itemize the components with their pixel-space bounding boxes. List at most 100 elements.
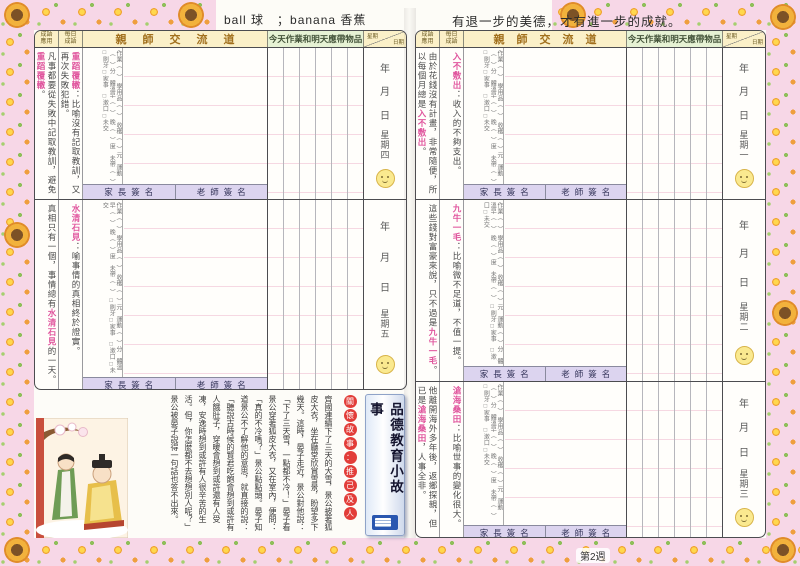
usage-text: ，人事全非。: [417, 443, 427, 500]
day-label: 日: [739, 447, 749, 459]
day-label: 日: [380, 282, 390, 294]
teacher-notes-area[interactable]: [505, 200, 626, 366]
parent-signature-label: 家長簽名: [104, 380, 159, 390]
story-title-character-badge: ：: [343, 451, 357, 464]
page-binding: [404, 8, 416, 538]
header-teacher-channel: 親師交流道: [464, 31, 627, 47]
idiom-name-highlight: 九牛一毛: [452, 204, 462, 242]
daily-checklist: 作業（ ） 學用品（ ） 收穫（ ）元 運動（ ）分 體溫早（ ） 晚（ ）度 …: [83, 200, 123, 377]
teacher-notes-area[interactable]: [124, 200, 267, 377]
usage-text: 他離開海外多年後，返鄉探親，但已是: [417, 386, 438, 529]
teacher-channel-area: 作業（ ） 學用品（ ） 收穫（ ）元 運動（ ）分 體溫早（ ） 晚（ ）度 …: [464, 200, 627, 381]
parent-signature-cell[interactable]: 家長簽名: [464, 185, 545, 199]
day-block-monday: 由於花錢沒有計畫，非常隨便，所以每個月總是入不敷出。 入不敷出：收入的不夠支出。…: [416, 48, 765, 200]
teacher-notes-area[interactable]: [124, 48, 267, 184]
week-page-number: 第2週: [576, 548, 610, 563]
header-idiom-usage: 成語應用: [416, 31, 440, 47]
year-label: 年: [739, 220, 749, 232]
day-block-thursday: 凡事都要從失敗中記取教訓，避免重蹈覆轍。 重蹈覆轍：比喻沒有記取教訓，又再次失敗…: [35, 48, 406, 200]
idiom-definition: ：收入的不夠支出。: [452, 90, 462, 176]
parent-signature-label: 家長簽名: [479, 528, 534, 538]
story-title-character-badge: 事: [343, 437, 357, 450]
parent-signature-cell[interactable]: 家長簽名: [83, 185, 175, 199]
right-table: 成語應用 每日成語 親師交流道 今天作業和明天應帶物品 星期 日期 由於花錢沒有…: [415, 30, 766, 538]
parent-signature-cell[interactable]: 家長簽名: [464, 367, 545, 381]
smiley-face-icon: [734, 345, 754, 365]
teacher-channel-area: 作業（ ） 學用品（ ） 收穫（ ）元 運動（ ）分 體溫早（ ） 晚（ ）度 …: [464, 382, 627, 538]
usage-idiom-highlight: 九牛一毛: [428, 327, 438, 366]
floral-border-left: [0, 0, 34, 566]
story-illustration-image: [36, 418, 128, 538]
month-label: 月: [380, 252, 390, 264]
teacher-signature-cell[interactable]: 老師簽名: [544, 526, 627, 537]
date-cell: 年 月 日 星期一: [723, 48, 765, 199]
parent-signature-cell[interactable]: 家長簽名: [464, 526, 545, 538]
daily-idiom-text: 入不敷出：收入的不夠支出。: [440, 48, 464, 199]
idiom-name-highlight: 滄海桑田: [452, 386, 462, 424]
smiley-face-icon: [375, 168, 395, 188]
vocabulary-phrase: ball 球 ；banana 香蕉: [224, 13, 367, 27]
daily-checklist: 作業（ ） 學用品（ ） 收穫（ ）元 運動（ ）分 體溫早（ ） 晚（ ）度 …: [83, 48, 123, 184]
weekday-label: 星期四: [379, 130, 390, 160]
idiom-name-highlight: 水清石見: [71, 204, 81, 242]
daily-idiom-text: 水清石見：喻事情的真相終於證實。: [59, 200, 83, 389]
story-ribbon-title: 品德教育小故事: [368, 402, 403, 495]
sunflower-icon: [772, 300, 798, 326]
table-header-row: 成語應用 每日成語 親師交流道 今天作業和明天應帶物品 星期 日期: [35, 31, 406, 48]
teacher-signature-cell[interactable]: 老師簽名: [544, 185, 627, 199]
idiom-usage-text: 凡事都要從失敗中記取教訓，避免重蹈覆轍。: [35, 48, 59, 199]
story-title-character-badge: 懷: [343, 409, 357, 422]
signature-band: 家長簽名 老師簽名: [464, 525, 627, 538]
homework-columns[interactable]: [268, 48, 364, 199]
month-label: 月: [739, 423, 749, 435]
year-label: 年: [380, 63, 390, 75]
header-date-label: 日期: [751, 40, 763, 46]
weekday-label: 星期三: [738, 468, 749, 499]
teacher-signature-label: 老師簽名: [196, 187, 251, 197]
story-illustration: [34, 392, 130, 538]
table-header-row: 成語應用 每日成語 親師交流道 今天作業和明天應帶物品 星期 日期: [416, 31, 765, 48]
weekday-label: 星期五: [379, 309, 390, 340]
teacher-signature-cell[interactable]: 老師簽名: [174, 185, 268, 199]
idiom-name-highlight: 重蹈覆轍: [71, 52, 81, 90]
year-label: 年: [739, 63, 749, 75]
idiom-definition: ：喻事情的真相終於證實。: [71, 242, 81, 356]
homework-columns[interactable]: [627, 200, 723, 381]
month-label: 月: [739, 249, 749, 260]
teacher-channel-area: 作業（ ） 學用品（ ） 收穫（ ）元 運動（ ）分 體溫早（ ） 晚（ ）度 …: [464, 48, 627, 199]
parent-signature-cell[interactable]: 家長簽名: [83, 378, 175, 390]
moral-story-section: 齊國連續下了三天的大雪，景公披著狐皮大衣，坐在廳堂欣賞雪景，盼望多下幾天。這時，…: [34, 392, 407, 538]
teacher-notes-area[interactable]: [505, 48, 626, 184]
left-page: 成語應用 每日成語 親師交流道 今天作業和明天應帶物品 星期 日期 凡事都要從失…: [34, 30, 407, 538]
parent-signature-label: 家長簽名: [479, 187, 534, 197]
sunflower-icon: [178, 2, 204, 28]
teacher-signature-label: 老師簽名: [561, 369, 616, 379]
header-week-date: 星期 日期: [723, 31, 765, 47]
date-cell: 年 月 日 星期三: [723, 382, 765, 537]
book-icon: [372, 515, 398, 530]
day-label: 日: [739, 277, 749, 289]
homework-columns[interactable]: [268, 200, 364, 389]
idiom-usage-text: 由於花錢沒有計畫，非常隨便，所以每個月總是入不敷出。: [416, 48, 440, 199]
story-title-character-badge: 及: [343, 493, 357, 506]
homework-columns[interactable]: [627, 48, 723, 199]
smiley-face-icon: [734, 168, 754, 188]
day-block-wednesday: 他離開海外多年後，返鄉探親，但已是滄海桑田，人事全非。 滄海桑田：比喻世事的變化…: [416, 382, 765, 538]
usage-idiom-highlight: 滄海桑田: [417, 405, 427, 443]
story-title-character-badge: 關: [343, 395, 357, 408]
header-week-date: 星期 日期: [364, 31, 406, 47]
usage-idiom-highlight: 入不敷出: [417, 109, 427, 147]
header-week-label: 星期: [367, 34, 379, 40]
header-daily-idiom: 每日成語: [440, 31, 464, 47]
teacher-signature-cell[interactable]: 老師簽名: [544, 367, 627, 381]
smiley-face-icon: [734, 508, 754, 528]
teacher-notes-area[interactable]: [505, 382, 626, 525]
day-label: 日: [380, 110, 390, 122]
header-daily-idiom: 每日成語: [59, 31, 83, 47]
usage-text: 這些錢對富豪來說，只不過是: [428, 204, 438, 328]
date-cell: 年 月 日 星期四: [364, 48, 406, 199]
teacher-signature-cell[interactable]: 老師簽名: [174, 378, 268, 389]
teacher-channel-area: 作業（ ） 學用品（ ） 收穫（ ）元 運動（ ）分 體溫早（ ） 晚（ ）度 …: [83, 200, 268, 390]
usage-text: 由於花錢沒有計畫，非常隨便，所以每個月總是: [417, 52, 438, 195]
homework-columns[interactable]: [627, 382, 723, 537]
